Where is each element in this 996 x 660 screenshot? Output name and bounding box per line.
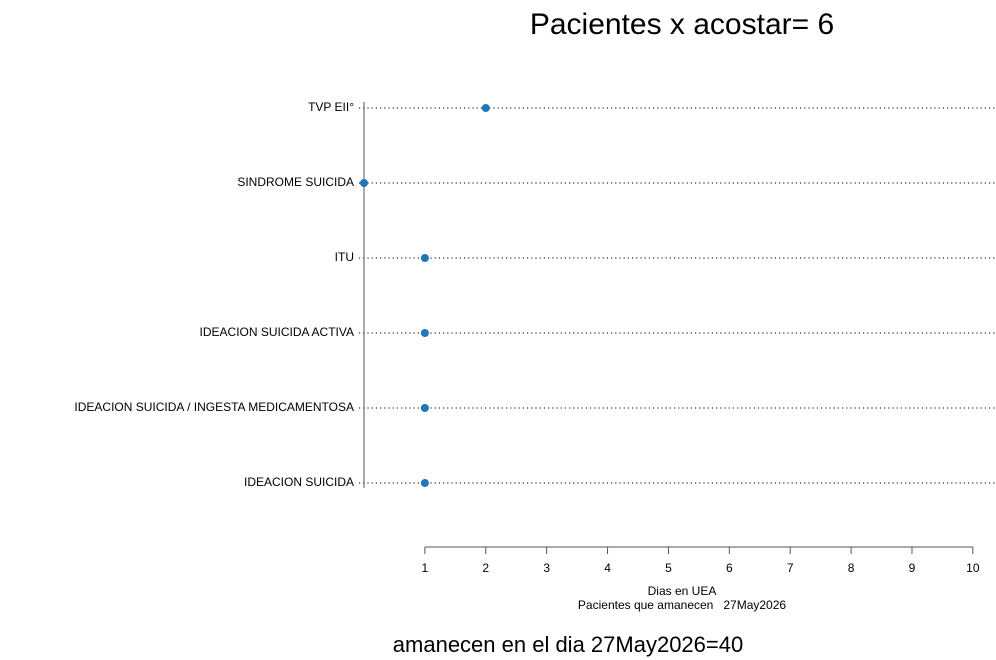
dot — [420, 254, 429, 262]
x-axis-label: Dias en UEA — [648, 584, 717, 598]
x-tick-label: 1 — [422, 561, 429, 575]
x-tick-label: 2 — [482, 561, 489, 575]
category-label: TVP EII° — [308, 100, 354, 114]
x-tick-label: 10 — [966, 561, 980, 575]
dot — [420, 404, 429, 412]
footer: amanecen en el dia 27May2026=40 — [393, 632, 743, 657]
category-label: ITU — [335, 250, 354, 264]
chart-title: Pacientes x acostar= 6 — [530, 8, 834, 41]
x-tick-label: 7 — [787, 561, 794, 575]
dot — [420, 479, 429, 487]
category-label: SINDROME SUICIDA — [237, 175, 354, 189]
category-label: IDEACION SUICIDA ACTIVA — [200, 325, 354, 339]
x-tick-label: 3 — [543, 561, 550, 575]
x-tick-label: 6 — [726, 561, 733, 575]
dot — [481, 104, 490, 112]
x-tick-label: 9 — [909, 561, 916, 575]
dot — [420, 329, 429, 337]
x-tick-label: 4 — [604, 561, 611, 575]
category-label: IDEACION SUICIDA — [244, 475, 354, 489]
x-tick-label: 5 — [665, 561, 672, 575]
subtitle: Pacientes que amanecen 27May2026 — [578, 598, 786, 612]
category-label: IDEACION SUICIDA / INGESTA MEDICAMENTOSA — [74, 400, 354, 414]
x-tick-label: 8 — [848, 561, 855, 575]
dot — [360, 179, 368, 187]
